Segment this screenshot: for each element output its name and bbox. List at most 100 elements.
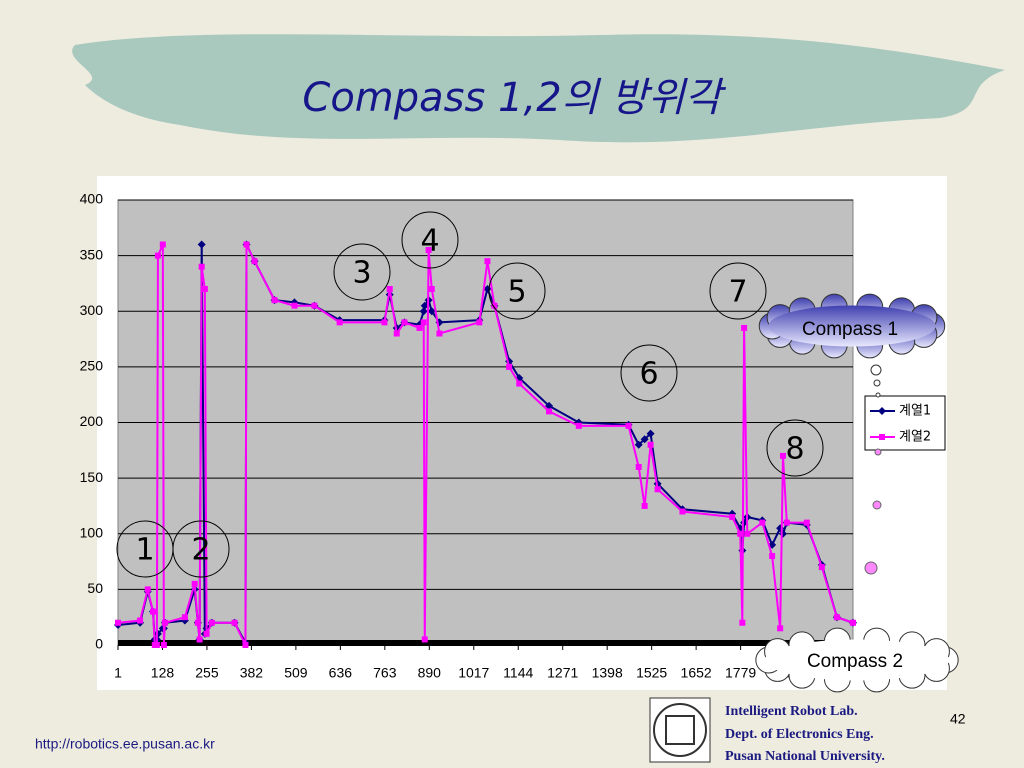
marker <box>401 319 408 326</box>
marker <box>769 553 776 559</box>
marker <box>251 258 258 265</box>
marker <box>115 619 121 626</box>
marker <box>634 440 643 449</box>
thought-dot <box>875 392 881 398</box>
x-tick-label: 509 <box>284 665 308 681</box>
marker <box>242 642 249 648</box>
marker <box>635 464 642 470</box>
cloud-body <box>768 305 936 347</box>
marker <box>759 519 766 526</box>
marker <box>336 319 343 326</box>
x-tick-label: 1398 <box>592 665 623 681</box>
marker <box>779 452 786 459</box>
x-tick-label: 1 <box>114 665 122 681</box>
marker <box>154 252 161 259</box>
marker <box>640 435 649 444</box>
marker <box>194 619 201 626</box>
y-tick-label: 0 <box>95 636 103 652</box>
callout-label: Compass 1 <box>802 319 898 340</box>
marker <box>203 630 210 637</box>
annotation: 4 <box>420 224 439 259</box>
marker <box>201 286 208 292</box>
x-tick-label: 1525 <box>636 665 667 681</box>
annotation: 6 <box>639 357 658 392</box>
marker <box>161 619 168 626</box>
marker <box>191 580 198 587</box>
marker <box>783 519 790 526</box>
legend <box>864 395 946 451</box>
marker <box>739 619 746 626</box>
marker <box>311 302 318 309</box>
thought-dot <box>870 364 882 376</box>
annotation-circle <box>766 419 824 477</box>
annotation: 5 <box>507 275 526 310</box>
marker <box>416 324 423 331</box>
y-tick-label: 200 <box>80 413 104 429</box>
marker <box>421 636 428 643</box>
y-tick-label: 400 <box>80 191 104 207</box>
annotation: 7 <box>728 275 747 310</box>
marker <box>231 619 238 626</box>
x-tick-label: 255 <box>195 665 219 681</box>
page-number: 42 <box>950 711 966 727</box>
annotation-circle <box>709 262 767 320</box>
marker <box>198 263 205 270</box>
marker <box>506 363 513 370</box>
marker <box>744 530 751 537</box>
lab-line: Dept. of Electronics Eng. <box>725 727 874 742</box>
x-tick-label: 890 <box>418 665 442 681</box>
marker <box>546 408 553 415</box>
marker <box>420 301 429 310</box>
marker <box>803 519 810 526</box>
y-tick-label: 50 <box>87 580 103 596</box>
marker <box>137 617 144 624</box>
marker <box>833 614 840 621</box>
marker <box>436 330 443 337</box>
title-brush <box>72 34 1006 143</box>
x-tick-label: 382 <box>240 665 264 681</box>
slide-title: Compass 1,2의 방위각 <box>302 75 726 121</box>
callout-cloud <box>755 627 959 693</box>
marker <box>737 530 744 537</box>
x-tick-label: 1271 <box>547 665 578 681</box>
marker <box>850 619 856 626</box>
thought-dot <box>864 561 878 575</box>
thought-dot <box>873 379 881 387</box>
y-tick-label: 300 <box>80 302 104 318</box>
marker <box>878 407 886 415</box>
annotation-circle <box>620 344 678 402</box>
y-tick-label: 100 <box>80 524 104 540</box>
marker <box>879 434 885 440</box>
annotation-circle <box>488 262 546 320</box>
marker <box>208 619 215 626</box>
annotation: 3 <box>352 256 371 291</box>
x-tick-label: 1144 <box>503 665 533 681</box>
marker <box>428 286 435 292</box>
y-tick-label: 250 <box>80 358 104 374</box>
marker <box>476 319 483 326</box>
marker <box>729 514 736 521</box>
marker <box>196 636 203 643</box>
marker <box>491 302 498 309</box>
marker <box>679 508 686 515</box>
marker <box>386 286 393 292</box>
marker <box>160 642 167 648</box>
marker <box>425 247 432 254</box>
marker <box>777 625 784 632</box>
marker <box>647 441 654 448</box>
marker <box>545 401 554 410</box>
annotation: 8 <box>785 432 804 467</box>
marker <box>144 586 151 593</box>
marker <box>419 307 428 316</box>
annotation: 1 <box>135 533 154 568</box>
legend-label: 계열2 <box>899 430 931 445</box>
x-tick-label: 1779 <box>725 665 756 681</box>
marker <box>427 307 436 316</box>
x-tick-label: 763 <box>373 665 397 681</box>
marker <box>625 422 632 429</box>
marker <box>393 330 400 337</box>
marker <box>420 319 427 326</box>
thought-dot <box>872 500 882 510</box>
